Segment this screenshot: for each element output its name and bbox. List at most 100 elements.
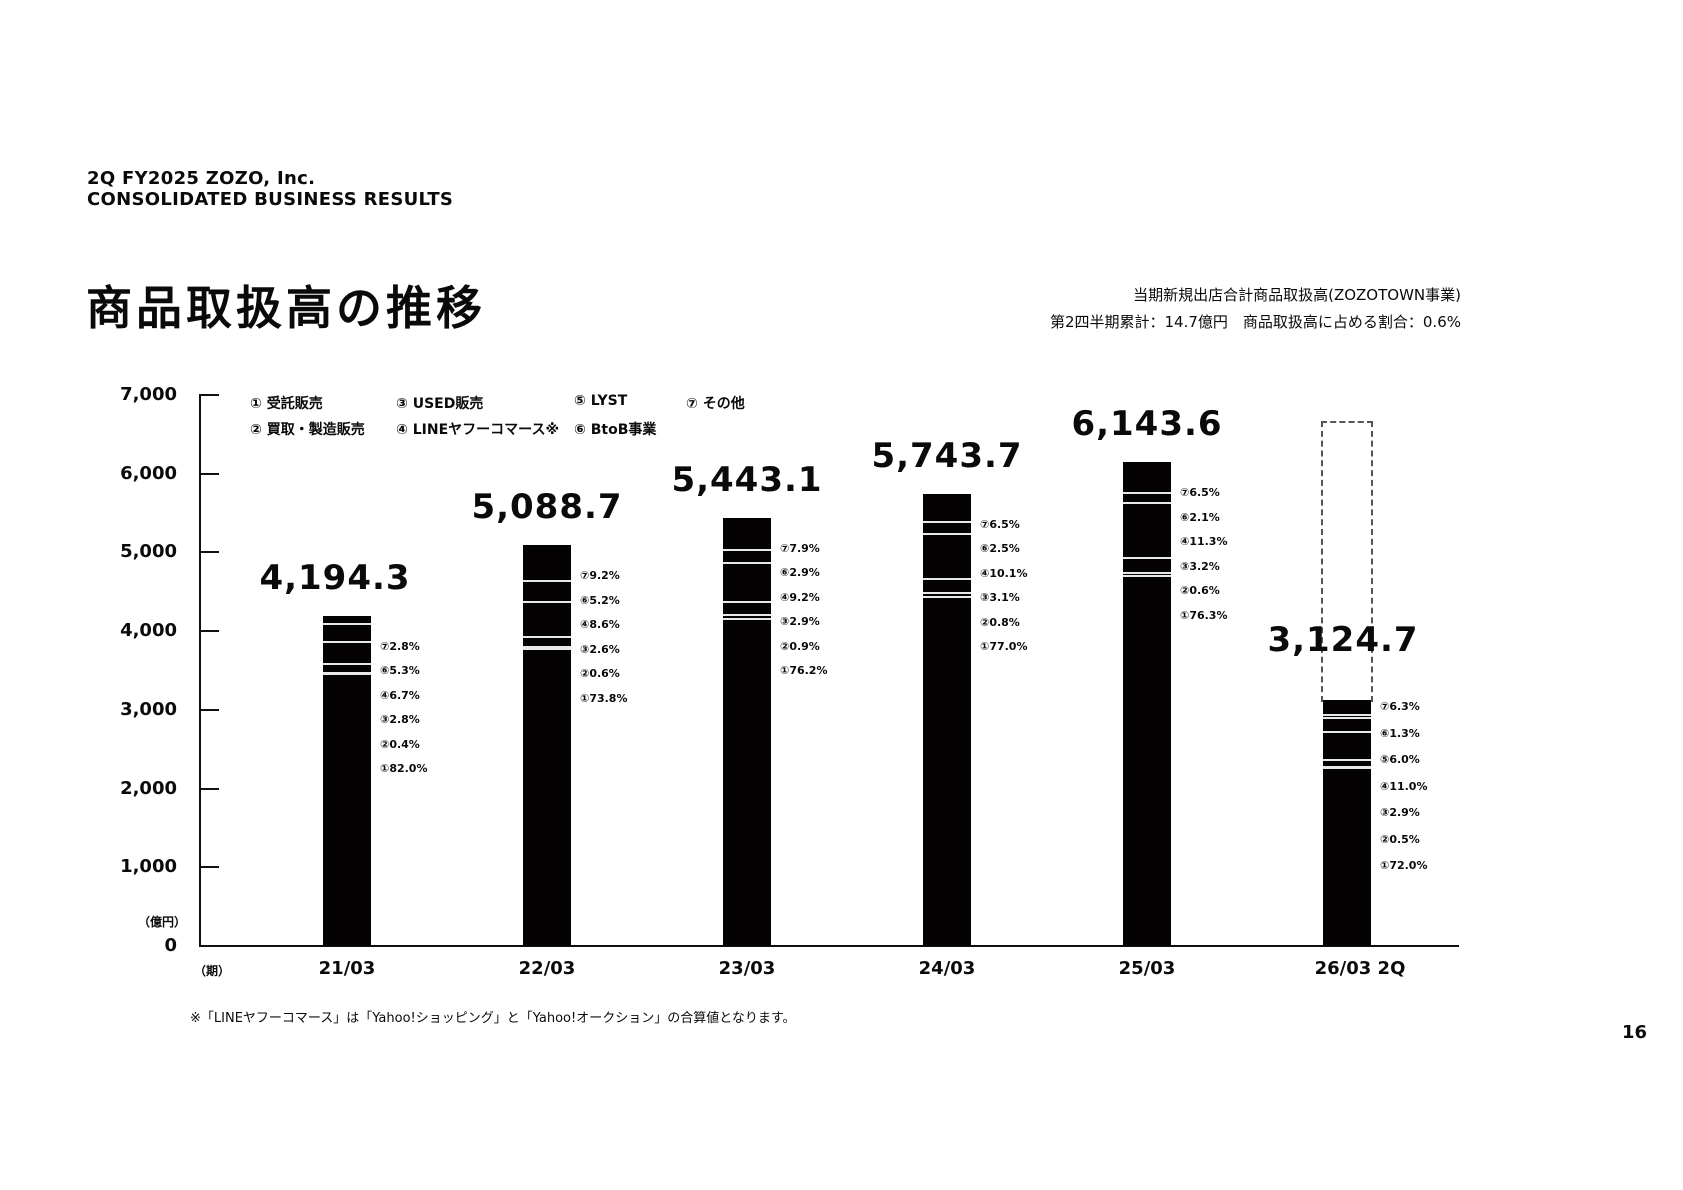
segment-separator <box>523 601 571 604</box>
segment-share-label: ⑥5.3% <box>380 664 420 678</box>
x-tick-label: 23/03 <box>718 958 776 979</box>
segment-share-label: ①77.0% <box>980 640 1028 654</box>
segment-separator <box>323 662 371 665</box>
bar-total-label: 5,443.1 <box>671 459 823 500</box>
legend-item-1: ① 受託販売 <box>250 396 323 412</box>
x-tick-label: 25/03 <box>1118 958 1176 979</box>
segment-share-label: ③2.8% <box>380 713 420 727</box>
segment-separator <box>1123 501 1171 504</box>
segment-share-label: ⑦6.3% <box>1380 700 1420 713</box>
segment-separator <box>523 635 571 638</box>
segment-share-label: ③3.1% <box>980 591 1020 605</box>
segment-separator <box>923 592 971 595</box>
segment-share-label: ①82.0% <box>380 762 428 776</box>
segment-share-label: ②0.4% <box>380 737 420 751</box>
segment-share-label: ①72.0% <box>1380 859 1428 872</box>
segment-share-label: ②0.5% <box>1380 832 1420 846</box>
y-tick-label: 4,000 <box>120 620 177 642</box>
x-tick-label: 26/03 2Q <box>1314 958 1406 979</box>
x-unit-label: （期） <box>194 964 231 978</box>
bar-21-03 <box>323 615 371 946</box>
segment-share-label: ④9.2% <box>780 590 820 604</box>
bar-22-03 <box>523 545 571 946</box>
segment-share-label: ⑥2.1% <box>1180 510 1220 524</box>
segment-separator <box>723 601 771 604</box>
segment-share-label: ②0.6% <box>1180 584 1220 598</box>
legend-item-6: ⑥ BtoB事業 <box>574 422 657 438</box>
note-line-2: 第2四半期累計：14.7億円 商品取扱高に占める割合：0.6% <box>1049 313 1461 331</box>
note-line-1: 当期新規出店合計商品取扱高(ZOZOTOWN事業) <box>1133 286 1461 304</box>
segment-share-label: ④11.0% <box>1380 779 1428 793</box>
legend-item-2: ② 買取・製造販売 <box>250 422 365 438</box>
y-tick-mark <box>199 708 219 711</box>
bar-25-03 <box>1123 462 1171 946</box>
y-axis <box>199 395 201 947</box>
y-tick-label: 1,000 <box>120 856 177 878</box>
segment-separator <box>1323 758 1371 761</box>
x-tick-label: 21/03 <box>318 958 376 979</box>
segment-share-label: ②0.9% <box>780 639 820 653</box>
segment-share-label: ③2.9% <box>1380 806 1420 819</box>
segment-separator <box>523 645 571 648</box>
page-number: 16 <box>1622 1022 1648 1043</box>
segment-share-label: ②0.6% <box>580 667 620 681</box>
new-store-note: 当期新規出店合計商品取扱高(ZOZOTOWN事業) 第2四半期累計：14.7億円… <box>1050 282 1461 336</box>
bar-total-label: 5,088.7 <box>471 487 623 528</box>
segment-share-label: ②0.8% <box>980 615 1020 629</box>
x-tick-label: 24/03 <box>918 958 976 979</box>
y-tick-label: 3,000 <box>120 698 177 720</box>
y-tick-label: 7,000 <box>120 384 177 405</box>
x-tick-label: 22/03 <box>518 958 576 979</box>
segment-share-label: ⑤6.0% <box>1380 753 1420 766</box>
segment-share-label: ⑥2.9% <box>780 566 820 580</box>
segment-share-label: ④8.6% <box>580 618 620 632</box>
segment-separator <box>1123 575 1171 578</box>
segment-separator <box>323 640 371 643</box>
y-tick-mark <box>199 866 219 869</box>
segment-separator <box>1323 766 1371 769</box>
y-tick-mark <box>199 551 219 554</box>
segment-separator <box>1323 731 1371 734</box>
y-tick-label: 0 <box>164 935 177 956</box>
segment-separator <box>723 561 771 564</box>
y-tick-mark <box>199 630 219 633</box>
y-tick-label: 5,000 <box>120 541 177 563</box>
y-tick-mark <box>199 394 219 396</box>
segment-share-label: ①76.3% <box>1180 608 1228 622</box>
segment-share-label: ⑦6.5% <box>1180 486 1220 500</box>
bar-23-03 <box>723 517 771 946</box>
company-line-2: CONSOLIDATED BUSINESS RESULTS <box>87 189 454 210</box>
segment-separator <box>1323 713 1371 716</box>
segment-separator <box>723 549 771 552</box>
segment-separator <box>323 671 371 674</box>
legend-item-3: ③ USED販売 <box>396 396 484 412</box>
bar-26-03-2Q <box>1323 700 1371 946</box>
y-tick-mark <box>199 787 219 790</box>
segment-share-label: ⑥1.3% <box>1380 726 1420 740</box>
segment-separator <box>1123 556 1171 559</box>
segment-share-label: ③3.2% <box>1180 559 1220 573</box>
segment-separator <box>523 648 571 651</box>
y-tick-mark <box>199 472 219 475</box>
segment-share-label: ⑦6.5% <box>980 517 1020 531</box>
segment-share-label: ⑦2.8% <box>380 639 420 653</box>
legend-item-4: ④ LINEヤフーコマース※ <box>396 422 560 438</box>
segment-share-label: ④6.7% <box>380 688 420 702</box>
segment-share-label: ①73.8% <box>580 691 628 705</box>
bar-total-label: 3,124.7 <box>1267 620 1419 660</box>
segment-share-label: ⑦7.9% <box>780 541 820 555</box>
segment-separator <box>923 578 971 581</box>
segment-separator <box>323 623 371 626</box>
segment-separator <box>723 613 771 616</box>
y-tick-label: 6,000 <box>120 462 177 484</box>
segment-separator <box>923 532 971 535</box>
company-line-1: 2Q FY2025 ZOZO, Inc. <box>87 168 316 189</box>
segment-share-label: ③2.6% <box>580 642 620 656</box>
footnote: ※「LINEヤフーコマース」は「Yahoo!ショッピング」と「Yahoo!オーク… <box>190 1011 796 1026</box>
segment-separator <box>1123 572 1171 575</box>
segment-separator <box>323 673 371 676</box>
segment-share-label: ①76.2% <box>780 664 828 678</box>
segment-separator <box>723 617 771 620</box>
page-title: 商品取扱高の推移 <box>86 281 486 335</box>
